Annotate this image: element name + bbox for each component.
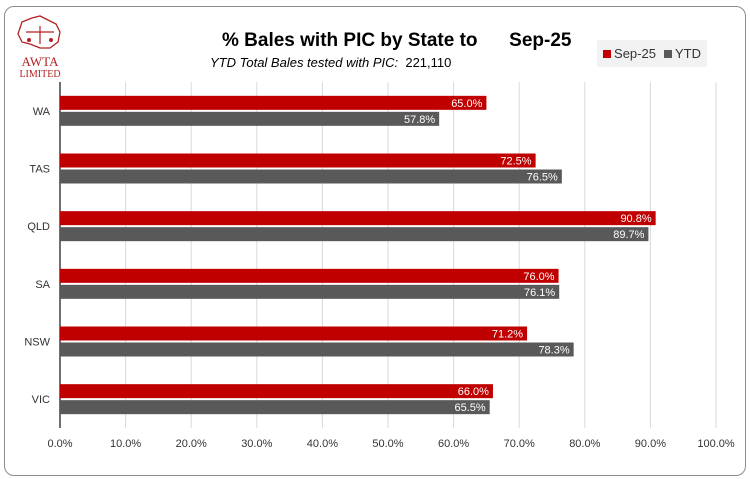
x-tick-label: 20.0% — [176, 438, 207, 450]
bar — [60, 268, 559, 283]
x-tick-label: 10.0% — [110, 438, 141, 450]
data-label: 71.2% — [492, 329, 523, 341]
subtitle-label: YTD Total Bales tested with PIC: — [210, 55, 399, 70]
data-label: 90.8% — [620, 213, 651, 225]
chart-title: % Bales with PIC by State to Sep-25 — [222, 30, 572, 51]
bar — [60, 227, 649, 242]
legend-item-ytd: YTD — [663, 46, 701, 61]
x-tick-label: 90.0% — [635, 438, 666, 450]
svg-text:AWTA: AWTA — [22, 54, 60, 69]
x-tick-label: 70.0% — [504, 438, 535, 450]
data-label: 66.0% — [458, 386, 489, 398]
bar — [60, 400, 490, 415]
bar — [60, 342, 574, 357]
bar — [60, 153, 536, 168]
data-label: 57.8% — [404, 114, 435, 126]
data-label: 76.1% — [524, 287, 555, 299]
bar — [60, 169, 562, 184]
legend: Sep-25 YTD — [597, 40, 707, 67]
y-tick-label: NSW — [24, 337, 50, 349]
y-tick-label: VIC — [32, 394, 50, 406]
bar — [60, 211, 656, 226]
bar — [60, 111, 440, 126]
y-tick-label: SA — [35, 279, 50, 291]
legend-item-sep: Sep-25 — [603, 46, 656, 61]
bar — [60, 326, 528, 341]
data-label: 72.5% — [500, 156, 531, 168]
data-label: 76.0% — [523, 271, 554, 283]
bar — [60, 384, 493, 399]
data-label: 78.3% — [538, 345, 569, 357]
data-label: 89.7% — [613, 229, 644, 241]
x-tick-label: 60.0% — [438, 438, 469, 450]
y-tick-label: WA — [33, 106, 51, 118]
y-tick-label: QLD — [27, 221, 50, 233]
chart-subtitle: YTD Total Bales tested with PIC: 221,110 — [210, 55, 451, 70]
data-label: 76.5% — [527, 172, 558, 184]
x-tick-label: 80.0% — [569, 438, 600, 450]
x-tick-label: 40.0% — [307, 438, 338, 450]
data-label: 65.5% — [454, 402, 485, 414]
bar — [60, 284, 560, 299]
x-tick-label: 50.0% — [372, 438, 403, 450]
x-tick-label: 100.0% — [697, 438, 735, 450]
data-label: 65.0% — [451, 98, 482, 110]
awta-logo: AWTA LIMITED — [17, 15, 61, 80]
x-tick-label: 0.0% — [47, 438, 72, 450]
subtitle-value: 221,110 — [405, 55, 452, 70]
bar — [60, 95, 487, 110]
x-tick-label: 30.0% — [241, 438, 272, 450]
y-tick-label: TAS — [29, 164, 50, 176]
svg-text:LIMITED: LIMITED — [19, 69, 60, 80]
